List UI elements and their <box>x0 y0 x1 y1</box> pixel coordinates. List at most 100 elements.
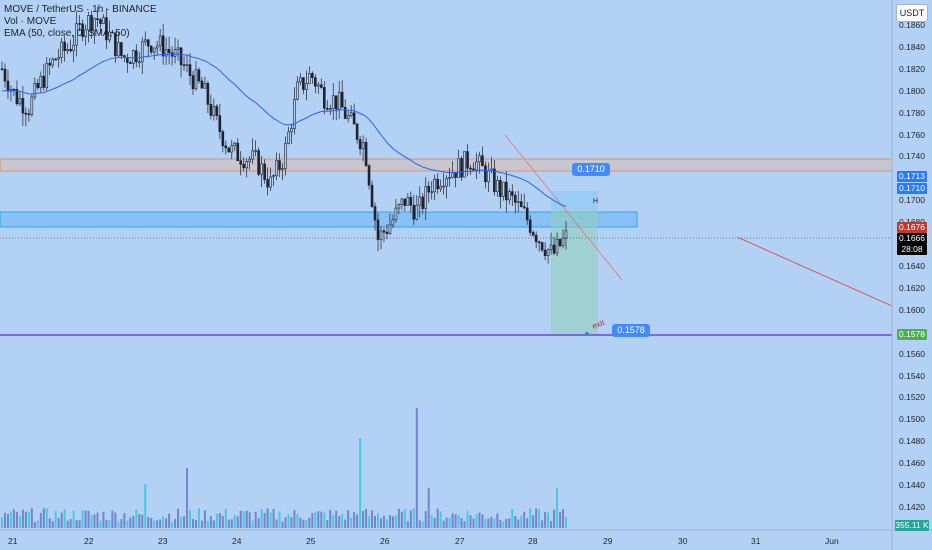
symbol-title[interactable]: MOVE / TetherUS · 1h · BINANCE <box>4 4 157 15</box>
candle-body <box>534 234 538 243</box>
ema-legend[interactable]: EMA (50, close, 0, SMA, 50) <box>4 28 130 39</box>
volume-bar <box>132 515 135 528</box>
candle-body <box>269 176 272 188</box>
candle-body <box>155 45 159 49</box>
volume-bar <box>123 513 126 528</box>
time-axis-label: 21 <box>8 536 18 546</box>
volume-bar <box>126 520 129 528</box>
volume-bar <box>517 519 520 528</box>
candle-body <box>385 231 389 234</box>
candle-body <box>30 96 34 115</box>
resistance-zone[interactable] <box>0 158 893 172</box>
volume-bar <box>293 509 296 528</box>
candle-body <box>421 196 425 209</box>
exit-value-label[interactable]: 0.1578 <box>612 324 650 337</box>
volume-bar <box>379 518 382 528</box>
candle-body <box>126 57 129 63</box>
candle-body <box>287 131 290 144</box>
candle-body <box>555 239 559 254</box>
volume-bar <box>189 509 191 528</box>
support-zone[interactable] <box>0 211 638 228</box>
position-risk-box[interactable] <box>551 191 598 209</box>
volume-bar <box>171 521 174 528</box>
candle-body <box>248 158 251 162</box>
candle-body <box>90 15 93 32</box>
ema-line <box>1 53 567 207</box>
candle-body <box>140 41 144 63</box>
volume-bar <box>505 519 508 528</box>
volume-bar <box>550 521 553 528</box>
volume-bar <box>245 510 248 528</box>
candle-body <box>48 62 52 66</box>
candle-body <box>18 98 22 105</box>
volume-bar <box>457 515 460 528</box>
currency-button[interactable]: USDT <box>896 4 928 22</box>
trendline-projection[interactable] <box>736 236 893 307</box>
volume-bar <box>191 518 194 528</box>
price-axis-label: 0.1820 <box>899 63 925 74</box>
candle-body <box>39 75 43 89</box>
volume-bar <box>129 517 132 528</box>
candle-body <box>158 35 162 47</box>
trendline-arrow[interactable] <box>504 134 623 281</box>
candle-body <box>564 230 568 239</box>
candle-body <box>42 75 46 88</box>
candle-body <box>137 61 141 64</box>
volume-bar <box>421 521 424 528</box>
candle-body <box>182 64 186 67</box>
volume-bar <box>299 517 302 528</box>
volume-legend[interactable]: Vol · MOVE <box>4 16 57 27</box>
volume-bar <box>12 509 15 528</box>
volume-bar <box>221 515 224 528</box>
volume-bar <box>30 508 33 528</box>
volume-bar <box>120 519 123 528</box>
volume-bar <box>69 519 72 528</box>
volume-bar <box>475 514 478 528</box>
volume-bar <box>496 513 499 528</box>
volume-bar <box>162 516 165 528</box>
candle-body <box>284 142 287 169</box>
position-target-box[interactable] <box>551 209 598 335</box>
volume-bar <box>559 511 562 528</box>
volume-bar <box>371 510 374 528</box>
candle-body <box>499 180 502 197</box>
volume-bar <box>48 518 51 528</box>
candle-body <box>457 158 460 178</box>
candle-body <box>322 87 326 109</box>
volume-bar <box>317 511 320 528</box>
price-axis-label: 0.1860 <box>899 20 925 30</box>
candle-body <box>325 107 329 110</box>
volume-bar <box>290 517 293 528</box>
candle-body <box>236 142 240 161</box>
volume-bar <box>144 484 147 528</box>
candle-body <box>239 160 243 165</box>
candle-body <box>188 64 192 76</box>
candle-body <box>331 95 335 109</box>
candle-body <box>355 123 359 140</box>
exit-marker[interactable] <box>585 332 589 336</box>
candle-body <box>463 151 466 178</box>
candle-body <box>522 206 526 209</box>
time-axis-label: 29 <box>603 536 613 546</box>
volume-bar <box>99 520 102 528</box>
candle-body <box>33 82 37 98</box>
volume-bar <box>165 518 168 528</box>
candle-body <box>75 23 78 46</box>
volume-bar <box>302 519 305 528</box>
candle-body <box>370 184 374 207</box>
volume-bar <box>51 521 54 528</box>
volume-bar <box>448 517 451 528</box>
volume-bar <box>114 512 117 528</box>
volume-bar <box>177 508 180 528</box>
candle-body <box>346 115 350 119</box>
candle-body <box>540 242 544 251</box>
volume-bar <box>269 512 272 528</box>
volume-bar <box>105 519 108 528</box>
volume-bar <box>1 517 3 528</box>
price-axis-label: 0.1540 <box>899 370 925 381</box>
entry-label[interactable]: 0.1710 <box>572 163 610 176</box>
candle-body <box>72 44 75 52</box>
candle-body <box>242 163 246 169</box>
volume-bar <box>493 518 496 528</box>
